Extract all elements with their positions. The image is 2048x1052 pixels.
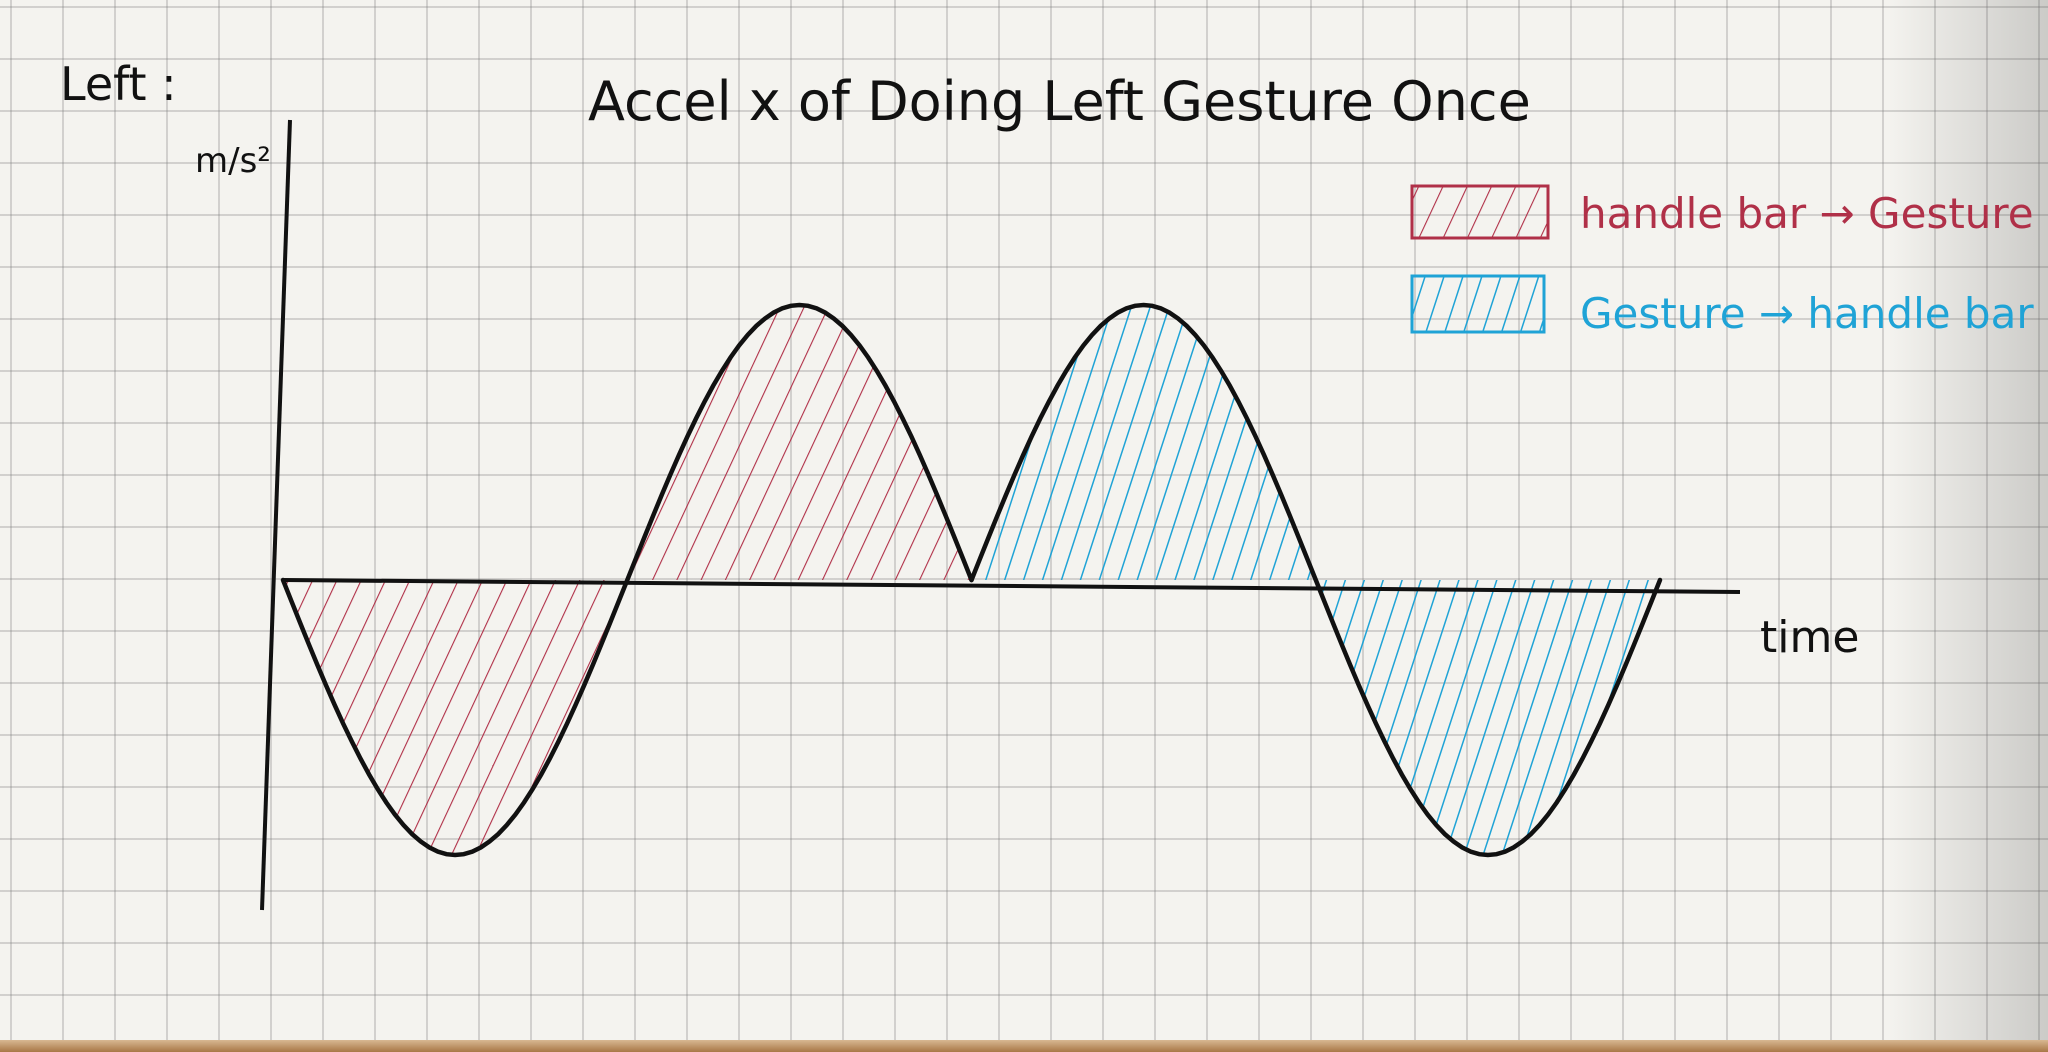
legend-label-gesture-to-handle-bar: Gesture → handle bar xyxy=(1580,289,2034,338)
legend-swatch-blue xyxy=(1410,274,1546,334)
legend-label-handle-bar-to-gesture: handle bar → Gesture xyxy=(1580,189,2034,238)
legend-item-gesture-to-handle-bar: Gesture → handle bar xyxy=(1410,274,2034,338)
corner-label: Left : xyxy=(60,57,177,111)
x-axis xyxy=(282,578,1741,594)
table-surface xyxy=(0,1040,2048,1052)
y-axis xyxy=(260,119,292,911)
chart-title: Accel x of Doing Left Gesture Once xyxy=(588,70,1531,133)
y-axis-label: m/s² xyxy=(195,141,271,181)
legend-item-handle-bar-to-gesture: handle bar → Gesture xyxy=(1410,184,2034,240)
x-axis-label: time xyxy=(1760,612,1859,663)
paper-shadow xyxy=(1888,0,2048,1040)
series-gesture-to-handle-bar-line xyxy=(969,302,1663,858)
legend: handle bar → Gesture Gesture → handle ba… xyxy=(1410,184,2034,338)
legend-swatch-red xyxy=(1410,184,1550,240)
series-handle-bar-to-gesture-line xyxy=(280,302,974,858)
